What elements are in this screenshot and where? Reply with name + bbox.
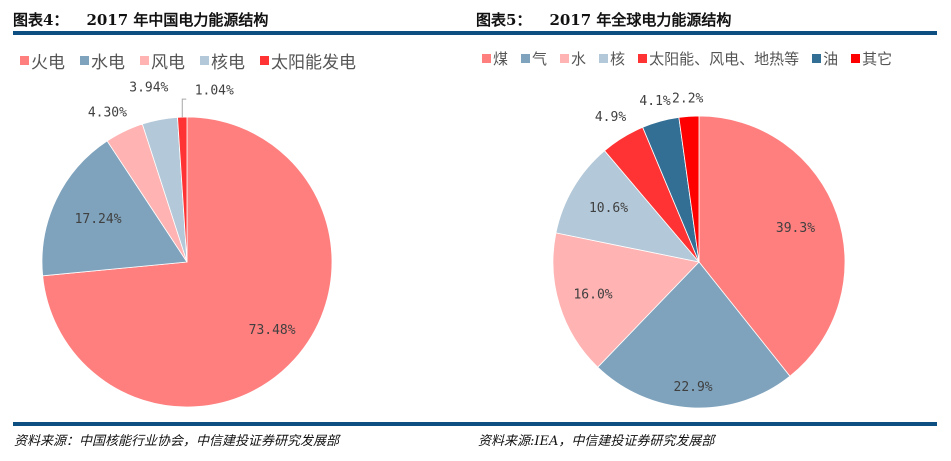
header-divider xyxy=(13,31,937,35)
legend-label: 太阳能、风电、地热等 xyxy=(649,50,800,68)
legend-item: 水电 xyxy=(80,48,125,73)
legend-label: 煤 xyxy=(493,50,509,68)
data-label: 3.94% xyxy=(129,80,168,95)
pie-slice xyxy=(41,140,188,277)
legend-swatch xyxy=(812,54,822,63)
title-text: 2017 年全球电力能源结构 xyxy=(549,11,732,29)
pie-slice xyxy=(552,232,700,368)
pie-slice xyxy=(597,261,791,409)
legend-swatch xyxy=(599,54,609,63)
legend-label: 风电 xyxy=(151,53,185,73)
legend-item: 油 xyxy=(812,48,838,69)
source-note-right: 资料来源:IEA，中信建投证券研究发展部 xyxy=(478,434,715,449)
title-text: 2017 年中国电力能源结构 xyxy=(86,11,269,29)
legend-swatch xyxy=(260,56,269,65)
title-prefix: 图表5： xyxy=(476,11,532,29)
legend-label: 火电 xyxy=(31,53,65,73)
legend-item: 风电 xyxy=(140,48,185,73)
legend-label: 水 xyxy=(571,50,587,68)
pie-chart-global: 39.3% 22.9% 16.0% 10.6% 4.9% 4.1% 2.2% xyxy=(552,91,846,409)
legend-item: 火电 xyxy=(20,48,65,73)
legend-item: 煤 xyxy=(482,48,508,69)
legend-item: 水 xyxy=(560,48,586,69)
data-label: 73.48% xyxy=(249,323,296,338)
legend-swatch xyxy=(140,56,149,65)
legend-right: 煤 气 水 核 太阳能、风电、地热等 油 其它 xyxy=(482,48,905,69)
data-label: 10.6% xyxy=(589,201,628,216)
source-note-left: 资料来源：中国核能行业协会，中信建投证券研究发展部 xyxy=(14,434,340,449)
legend-left: 火电 水电 风电 核电 太阳能发电 xyxy=(20,48,371,73)
data-label: 4.9% xyxy=(595,110,626,125)
legend-label: 核 xyxy=(610,50,626,68)
chart-title-right: 图表5： 2017 年全球电力能源结构 xyxy=(476,9,731,30)
legend-label: 太阳能发电 xyxy=(271,53,356,73)
legend-swatch xyxy=(80,56,89,65)
data-label: 39.3% xyxy=(776,221,815,236)
legend-item: 气 xyxy=(521,48,547,69)
footer-divider xyxy=(13,422,937,426)
legend-swatch xyxy=(851,54,861,63)
legend-swatch xyxy=(20,56,29,65)
pie-slice xyxy=(698,115,846,377)
chart-title-left: 图表4： 2017 年中国电力能源结构 xyxy=(13,9,268,30)
data-label: 1.04% xyxy=(195,84,234,99)
legend-swatch xyxy=(200,56,209,65)
legend-item: 核电 xyxy=(200,48,245,73)
title-prefix: 图表4： xyxy=(13,11,69,29)
data-label: 22.9% xyxy=(674,380,713,395)
pie-slice xyxy=(678,115,700,263)
legend-item: 核 xyxy=(599,48,625,69)
data-label: 4.1% xyxy=(639,94,670,109)
pie-chart-china: 73.48% 17.24% 4.30%3.94% 1.04% xyxy=(41,80,333,408)
data-label: 2.2% xyxy=(672,91,703,106)
legend-swatch xyxy=(638,54,648,63)
legend-label: 水电 xyxy=(91,53,125,73)
legend-item: 太阳能、风电、地热等 xyxy=(638,48,799,69)
legend-swatch xyxy=(560,54,570,63)
legend-item: 其它 xyxy=(851,48,892,69)
legend-swatch xyxy=(521,54,531,63)
legend-label: 其它 xyxy=(862,50,893,68)
legend-label: 气 xyxy=(532,50,548,68)
legend-label: 核电 xyxy=(211,53,245,73)
data-label: 17.24% xyxy=(75,212,122,227)
legend-item: 太阳能发电 xyxy=(260,48,356,73)
pie-slice xyxy=(555,150,701,263)
legend-label: 油 xyxy=(823,50,839,68)
pie-slice xyxy=(177,116,188,263)
legend-swatch xyxy=(482,54,491,63)
leader-line xyxy=(181,98,187,118)
data-label: 4.30% xyxy=(88,106,127,121)
data-label: 16.0% xyxy=(573,287,612,302)
